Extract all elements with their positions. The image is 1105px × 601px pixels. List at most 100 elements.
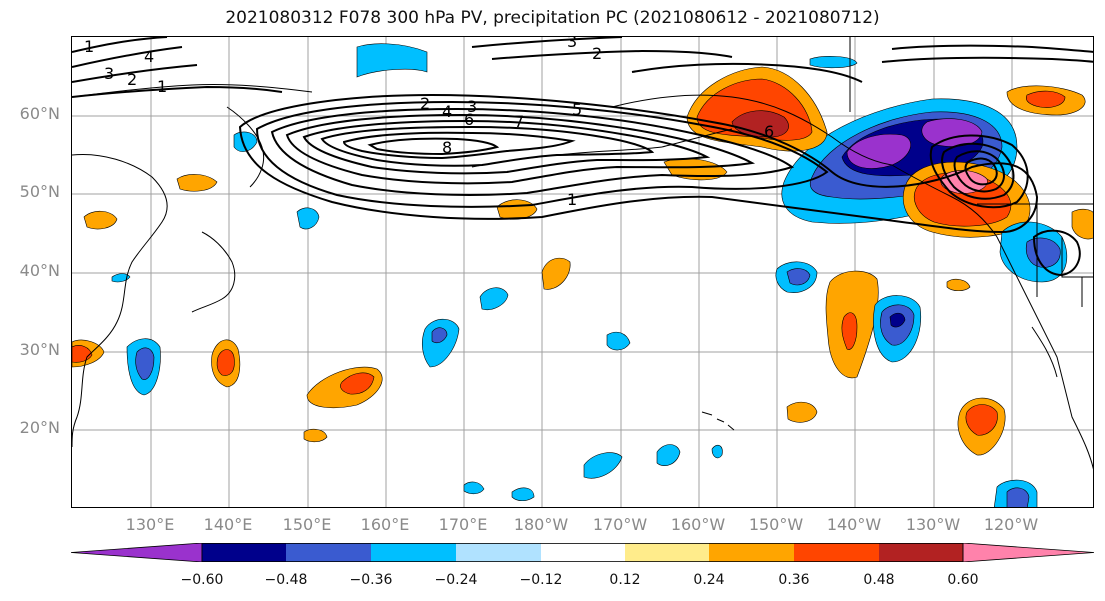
colorbar-tick-4: −0.24 — [434, 572, 478, 588]
colorbar-bin-8 — [794, 543, 879, 562]
anomaly-pos-midpac-1 — [541, 257, 571, 290]
colorbar — [71, 543, 1094, 562]
anomaly-neg-kamchatka — [233, 131, 258, 152]
anomaly-neg-sub-4 — [463, 481, 485, 495]
pv-contour-n-2 — [491, 49, 733, 60]
pv-contour-cal — [1032, 229, 1081, 277]
hawaii-islands — [701, 411, 735, 431]
colorbar-extend-high — [962, 543, 1094, 562]
pv-contour-4 — [285, 113, 756, 185]
anomaly-neg-small-c — [711, 444, 723, 459]
lon-label-160w: 160°W — [670, 515, 726, 534]
contour-label-nw-1: 1 — [84, 37, 94, 56]
colorbar-bin-4 — [456, 543, 541, 562]
colorbar-bin-6 — [625, 543, 709, 562]
contour-labels: 1 2 3 4 5 6 7 8 1 2 3 4 1 2 3 6 — [84, 37, 774, 209]
lon-label-170w: 170°W — [592, 515, 648, 534]
contour-label-7: 7 — [514, 112, 524, 131]
anomaly-neg-small-b — [809, 56, 858, 69]
pv-contour-5 — [302, 119, 711, 175]
lat-label-50n: 50°N — [19, 182, 60, 201]
pv-contour-ne-2 — [881, 56, 1093, 63]
anomaly-pos-midpac-2b — [340, 372, 375, 395]
contour-label-nw-3: 3 — [104, 64, 114, 83]
contour-label-6: 6 — [464, 110, 474, 129]
colorbar-tick-2: −0.48 — [264, 572, 308, 588]
colorbar-bin-9 — [879, 543, 963, 562]
lon-label-130w: 130°W — [905, 515, 961, 534]
anomaly-pos-subtrop-1 — [786, 401, 818, 423]
lat-label-40n: 40°N — [19, 261, 60, 280]
figure-title: 2021080312 F078 300 hPa PV, precipitatio… — [225, 8, 880, 28]
pv-contour-nw-3 — [72, 64, 198, 83]
anomaly-neg-mid-2 — [421, 318, 460, 368]
anomaly-neg-gulf-alaska-4 — [846, 133, 911, 169]
pv-contour-nw-1 — [72, 37, 168, 53]
lon-label-160e: 160°E — [360, 515, 410, 534]
state-borders — [1036, 204, 1093, 307]
contour-label-nw-5: 1 — [157, 77, 167, 96]
anomaly-neg-mid-3b — [135, 347, 155, 380]
anomaly-neg-sub-3 — [511, 487, 535, 502]
pv-contour-nw-2 — [72, 46, 183, 68]
lon-label-150w: 150°W — [748, 515, 804, 534]
contour-label-3: 3 — [467, 97, 477, 116]
contour-label-nw-4: 4 — [144, 47, 154, 66]
colorbar-bin-3 — [371, 543, 456, 562]
pv-contour-2 — [255, 100, 829, 208]
colorbar-extend-low — [71, 543, 203, 562]
contour-label-alaska-6: 6 — [764, 122, 774, 141]
colorbar-outline — [201, 543, 964, 562]
pv-contour-trough-4 — [964, 157, 998, 186]
colorbar-tick-10: 0.60 — [947, 572, 979, 588]
aleutian-chain — [471, 146, 663, 168]
pv-contour-n-1 — [471, 37, 623, 48]
lat-label-60n: 60°N — [19, 104, 60, 123]
pv-contour-7 — [342, 131, 576, 160]
anomaly-pos-aleutian-tip — [496, 199, 538, 220]
lat-label-20n: 20°N — [19, 418, 60, 437]
lon-label-180w: 180°W — [513, 515, 569, 534]
colorbar-bin-7 — [709, 543, 794, 562]
pv-contour-ne-1 — [891, 44, 1093, 53]
coast-alaska-peninsula — [661, 128, 733, 148]
coast-japan — [191, 231, 236, 313]
pv-contour-nw-4 — [72, 85, 283, 98]
pv-contour-alaska — [631, 62, 863, 83]
anomaly-pos-east-mid-2 — [841, 312, 858, 350]
colorbar-tick-7: 0.24 — [693, 572, 725, 588]
contour-label-n-2: 2 — [592, 44, 602, 63]
colorbar-tick-6: 0.12 — [609, 572, 641, 588]
coast-alaska — [611, 94, 893, 166]
pv-contour-8 — [367, 137, 500, 156]
anomaly-neg-east-2c — [889, 312, 906, 328]
pv-contour-trough-1 — [929, 134, 1029, 209]
anomaly-neg-east-1b — [786, 268, 811, 286]
anomaly-pos-midpac-3b — [216, 349, 235, 376]
anomaly-neg-sub-2 — [583, 452, 623, 479]
pv-contour-3 — [270, 107, 795, 196]
colorbar-bin-2 — [286, 543, 371, 562]
anomaly-neg-hawaii-n — [606, 331, 631, 351]
coast-baja — [1031, 326, 1058, 378]
anomaly-pos-sea-japan — [83, 210, 118, 230]
pv-contour-6 — [320, 125, 655, 167]
pv-contour-trough-2 — [941, 142, 1015, 200]
anomaly-pos-ne-corner-2 — [1025, 90, 1066, 108]
contour-label-4: 4 — [442, 102, 452, 121]
anomaly-pos-subtrop-2b — [965, 404, 998, 436]
coast-asia — [72, 153, 168, 448]
colorbar-bin-5 — [541, 543, 625, 562]
anomaly-neg-mid-2b — [431, 327, 448, 344]
colorbar-tick-5: −0.12 — [519, 572, 563, 588]
coast-north-america — [891, 164, 1093, 470]
colorbar-tick-8: 0.36 — [778, 572, 810, 588]
precip-anomalies — [72, 43, 1093, 507]
contour-label-nw-2: 2 — [127, 70, 137, 89]
colorbar-tick-1: −0.60 — [180, 572, 224, 588]
anomaly-pos-kurils — [176, 174, 218, 192]
anomaly-neg-sub-1 — [656, 444, 681, 466]
lon-label-140w: 140°W — [826, 515, 882, 534]
colorbar-bin-1 — [202, 543, 286, 562]
anomaly-neg-small-a — [356, 43, 428, 78]
